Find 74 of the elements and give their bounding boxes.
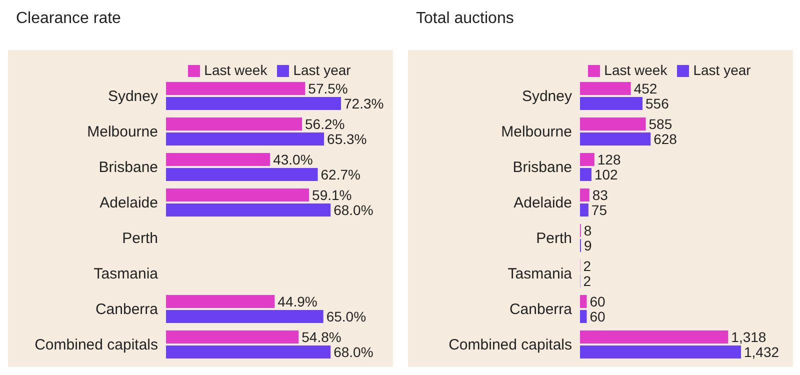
legend-label: Last week — [604, 62, 668, 78]
data-label: 2 — [583, 273, 592, 289]
data-label: 556 — [646, 96, 670, 112]
y-tick-label: Sydney — [108, 88, 158, 106]
data-label: 75 — [591, 202, 608, 218]
bar — [580, 82, 631, 95]
data-label: 62.7% — [320, 166, 360, 182]
bar — [580, 153, 594, 166]
data-label: 54.8% — [302, 329, 342, 345]
chart-title: Clearance rate — [15, 9, 122, 29]
data-label: 83 — [592, 187, 608, 203]
bar — [580, 97, 643, 110]
legend-label: Last week — [204, 62, 268, 78]
data-label: 452 — [634, 80, 658, 96]
bar — [580, 346, 741, 358]
bar — [166, 97, 341, 110]
y-tick-label: Perth — [122, 230, 158, 248]
y-tick-label: Melbourne — [501, 124, 572, 141]
y-tick-label: Combined capitals — [34, 336, 158, 354]
bar — [580, 295, 587, 308]
data-label: 57.5% — [308, 80, 348, 96]
data-label: 585 — [648, 116, 672, 132]
data-label: 68.0% — [334, 344, 374, 360]
bar — [166, 132, 324, 146]
data-label: 2 — [583, 258, 592, 274]
bar — [166, 168, 318, 181]
y-tick-label: Sydney — [522, 88, 572, 106]
bar — [166, 310, 324, 323]
bar — [580, 168, 592, 181]
data-label: 628 — [654, 131, 678, 147]
bar — [580, 330, 728, 344]
data-label: 43.0% — [273, 152, 313, 168]
chart-title: Total auctions — [415, 9, 515, 29]
y-tick-label: Canberra — [95, 301, 159, 318]
y-tick-label: Tasmania — [508, 266, 573, 283]
y-tick-label: Canberra — [509, 301, 573, 318]
y-tick-label: Melbourne — [87, 124, 158, 141]
y-tick-label: Brisbane — [512, 159, 572, 176]
data-label: 56.2% — [305, 116, 345, 132]
y-tick-label: Adelaide — [514, 194, 572, 212]
y-tick-label: Tasmania — [94, 266, 159, 283]
bar — [580, 188, 590, 202]
data-label: 128 — [597, 152, 621, 168]
data-label: 60 — [590, 294, 606, 310]
data-label: 1,432 — [744, 344, 780, 360]
bar — [166, 346, 331, 358]
bar — [166, 118, 302, 130]
data-label: 8 — [584, 222, 592, 238]
data-label: 59.1% — [312, 187, 352, 203]
y-tick-label: Brisbane — [98, 159, 158, 176]
data-label: 60 — [590, 308, 606, 324]
bar — [166, 295, 275, 308]
data-label: 65.0% — [326, 308, 366, 324]
data-label: 9 — [584, 238, 592, 254]
bar — [580, 132, 651, 146]
data-label: 65.3% — [327, 131, 367, 147]
data-label: 68.0% — [334, 202, 374, 218]
bar — [580, 310, 587, 323]
bar — [580, 118, 646, 130]
data-label: 1,318 — [731, 329, 766, 345]
bar — [166, 153, 270, 166]
legend-label: Last year — [693, 62, 751, 78]
bar — [166, 204, 331, 216]
y-tick-label: Combined capitals — [448, 336, 572, 354]
data-label: 72.3% — [344, 96, 384, 112]
bar — [580, 204, 588, 216]
legend-label: Last year — [293, 62, 351, 78]
bar — [166, 82, 306, 95]
data-label: 102 — [594, 166, 618, 182]
data-label: 44.9% — [278, 294, 318, 310]
y-tick-label: Perth — [536, 230, 572, 248]
bar — [166, 188, 310, 202]
bar — [166, 330, 299, 344]
y-tick-label: Adelaide — [100, 194, 158, 212]
